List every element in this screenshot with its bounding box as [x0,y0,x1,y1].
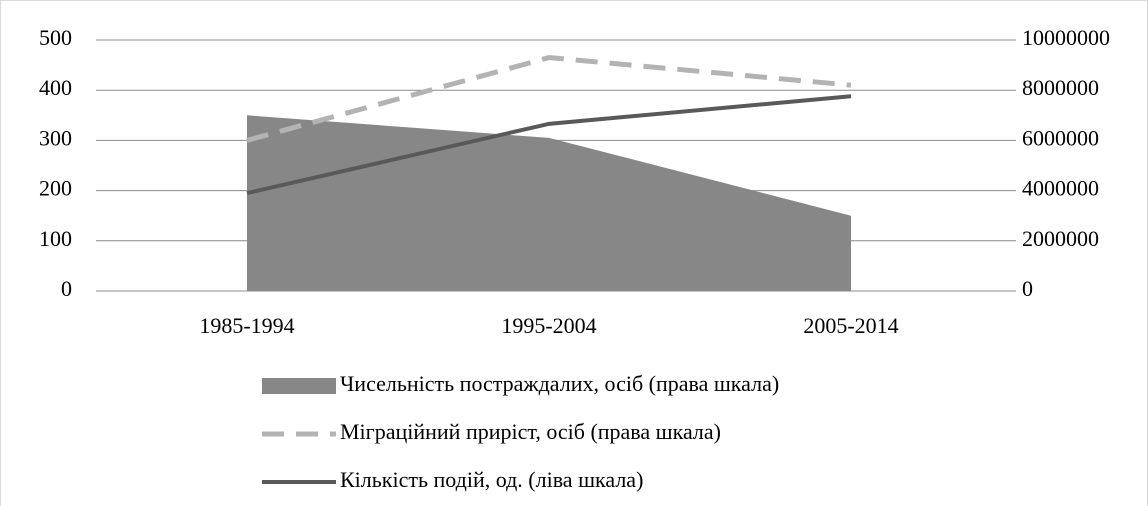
y-tick-label: 200 [39,176,72,201]
y-tick-label: 500 [39,25,72,50]
legend-label: Міграційний приріст, осіб (права шкала) [340,419,721,444]
y-tick-label: 400 [39,75,72,100]
y-tick-label: 0 [61,276,72,301]
y2-tick-label: 10000000 [1022,25,1110,50]
y-tick-label: 100 [39,226,72,251]
y2-tick-label: 8000000 [1022,75,1099,100]
x-tick-label: 1985-1994 [199,313,294,338]
legend-label: Кількість подій, од. (ліва шкала) [340,467,643,492]
y-tick-label: 300 [39,125,72,150]
x-tick-label: 1995-2004 [501,313,596,338]
line [246,55,852,143]
legend-swatch [262,378,336,394]
y2-tick-label: 4000000 [1022,176,1099,201]
y2-tick-label: 2000000 [1022,226,1099,251]
line [246,94,852,196]
y2-tick-label: 0 [1022,276,1033,301]
area [247,115,851,291]
legend-label: Чисельність постраждалих, осіб (права шк… [340,371,779,396]
y2-tick-label: 6000000 [1022,125,1099,150]
x-tick-label: 2005-2014 [803,313,898,338]
